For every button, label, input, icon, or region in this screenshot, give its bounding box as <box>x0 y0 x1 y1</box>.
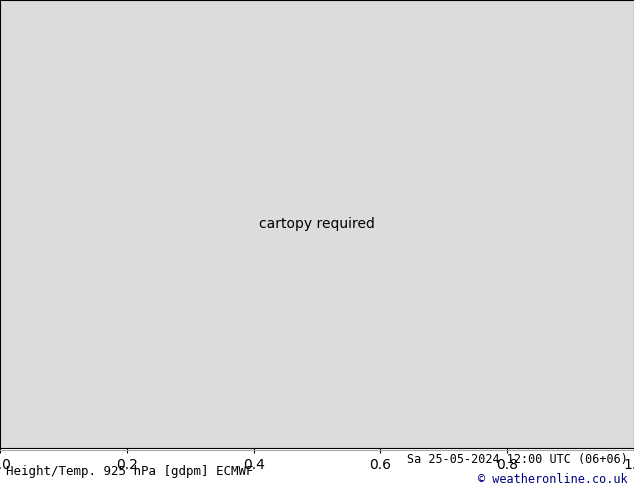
Text: cartopy required: cartopy required <box>259 217 375 231</box>
Text: Height/Temp. 925 hPa [gdpm] ECMWF: Height/Temp. 925 hPa [gdpm] ECMWF <box>6 465 254 478</box>
Text: Sa 25-05-2024 12:00 UTC (06+06): Sa 25-05-2024 12:00 UTC (06+06) <box>407 453 628 466</box>
Text: © weatheronline.co.uk: © weatheronline.co.uk <box>478 473 628 486</box>
